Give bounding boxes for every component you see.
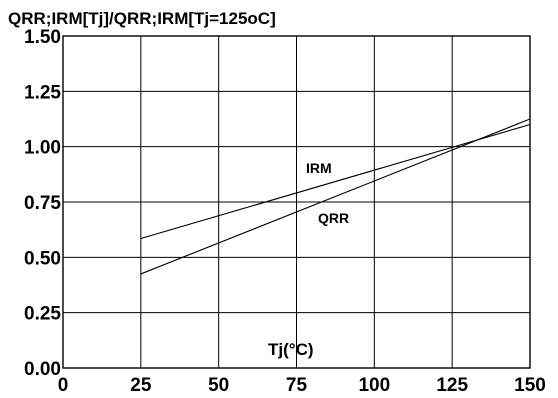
y-tick-label: 1.50	[24, 27, 61, 48]
grid	[62, 35, 531, 369]
x-tick-label: 25	[130, 375, 152, 396]
y-tick-label: 1.00	[24, 138, 61, 159]
y-tick-label: 0.25	[24, 304, 61, 325]
y-axis-ticks: 0.00 0.25 0.50 0.75 1.00 1.25 1.50	[24, 27, 61, 380]
plot-frame	[62, 35, 531, 369]
y-tick-label: 0.00	[24, 359, 61, 380]
series-label-qrr: QRR	[318, 210, 349, 226]
series-lines	[140, 118, 531, 275]
series-line-qrr	[140, 118, 531, 275]
x-tick-label: 50	[208, 375, 229, 396]
x-axis-ticks: 0 25 50 75 100 125 150	[58, 375, 546, 396]
x-axis-label: Tj(°C)	[268, 340, 314, 359]
x-tick-label: 125	[436, 375, 468, 396]
x-tick-label: 75	[286, 375, 308, 396]
y-tick-label: 0.75	[24, 193, 61, 214]
series-line-irm	[140, 124, 531, 240]
series-label-irm: IRM	[306, 160, 332, 176]
x-tick-label: 150	[514, 375, 546, 396]
y-tick-label: 1.25	[24, 82, 61, 103]
y-tick-label: 0.50	[24, 248, 61, 269]
x-tick-label: 100	[358, 375, 390, 396]
x-tick-label: 0	[58, 375, 69, 396]
chart-title: QRR;IRM[Tj]/QRR;IRM[Tj=125oC]	[8, 9, 276, 28]
